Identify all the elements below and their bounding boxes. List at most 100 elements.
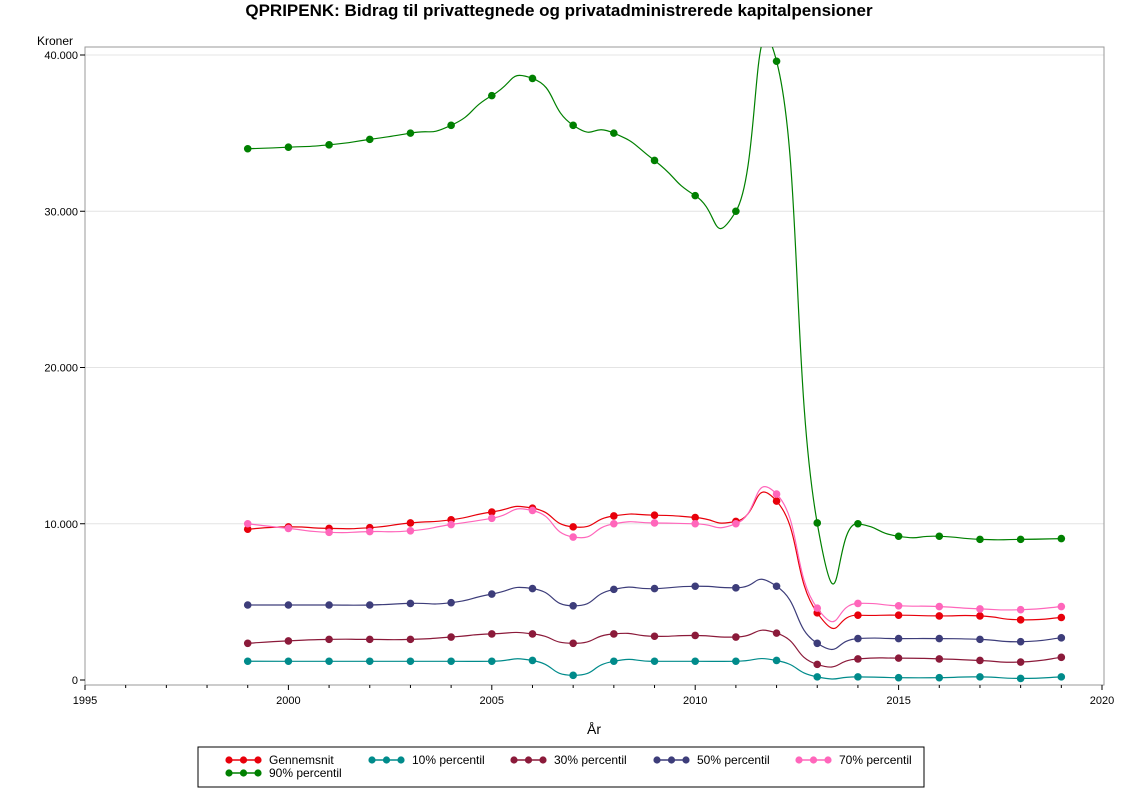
data-point <box>854 611 862 619</box>
legend-label: 50% percentil <box>697 753 770 767</box>
data-point <box>772 497 781 505</box>
data-point <box>569 671 577 680</box>
data-point <box>325 141 333 149</box>
data-point <box>650 657 659 666</box>
data-point <box>284 657 293 666</box>
chart-title: QPRIPENK: Bidrag til privattegnede og pr… <box>245 1 873 20</box>
legend-swatch-marker <box>667 756 676 764</box>
data-point <box>813 660 822 669</box>
data-point <box>406 129 415 137</box>
legend-label: 10% percentil <box>412 753 485 767</box>
data-point <box>243 639 252 648</box>
data-point <box>610 585 618 594</box>
plot-frame <box>84 46 1105 686</box>
data-point <box>894 611 903 619</box>
data-point <box>935 612 944 620</box>
data-point <box>1057 673 1066 681</box>
data-point <box>243 144 252 153</box>
data-point <box>772 629 781 637</box>
data-point <box>488 514 496 523</box>
data-point <box>894 654 903 662</box>
data-point <box>284 601 293 609</box>
y-tick-label: 0 <box>72 675 78 687</box>
data-point <box>935 634 944 643</box>
data-point <box>447 633 455 641</box>
x-tick-label: 1995 <box>73 695 97 707</box>
data-point <box>650 584 659 593</box>
gridlines <box>85 54 1104 525</box>
data-point <box>1016 658 1025 666</box>
legend-swatch-marker <box>254 769 262 777</box>
data-point <box>894 601 903 610</box>
legend-item: 10% percentil <box>368 753 485 767</box>
data-point <box>1057 534 1066 543</box>
data-point <box>691 582 699 591</box>
data-point <box>406 526 415 535</box>
legend-swatch-marker <box>239 756 248 764</box>
data-point <box>935 655 944 663</box>
legend-item: 90% percentil <box>225 766 342 780</box>
data-point <box>325 657 333 666</box>
legend-swatch-marker <box>368 756 376 764</box>
legend-swatch-marker <box>795 756 803 764</box>
data-point <box>772 490 781 498</box>
legend-item: Gennemsnit <box>225 753 334 767</box>
data-point <box>691 513 699 522</box>
data-point <box>447 520 455 529</box>
data-point <box>406 657 415 666</box>
data-point <box>1057 602 1066 611</box>
data-point <box>406 635 415 644</box>
legend-label: 30% percentil <box>554 753 627 767</box>
data-point <box>569 639 577 648</box>
legend-swatch-marker <box>524 756 533 764</box>
y-tick-label: 20.000 <box>44 363 78 375</box>
series-line <box>247 486 1062 623</box>
y-unit-label: Kroner <box>37 34 73 48</box>
data-point <box>284 143 293 151</box>
data-point <box>854 673 862 681</box>
data-point <box>976 612 984 620</box>
x-axis: 1995 2000 2005 2010 2015 2020 <box>73 685 1114 707</box>
data-point <box>1057 613 1066 622</box>
legend-swatch-marker <box>682 756 690 764</box>
data-point <box>569 533 577 541</box>
data-point <box>976 605 984 613</box>
legend-swatch-marker <box>824 756 832 764</box>
data-point <box>854 655 862 663</box>
y-tick-label: 10.000 <box>44 519 78 531</box>
data-point <box>365 657 374 666</box>
legend-swatch-marker <box>225 769 233 777</box>
data-point <box>813 604 822 612</box>
series-30-percentil <box>243 629 1066 669</box>
legend-frame <box>197 746 925 788</box>
data-point <box>528 656 537 665</box>
data-point <box>610 657 618 666</box>
legend-swatch-marker <box>510 756 518 764</box>
legend-label: 90% percentil <box>269 766 342 780</box>
legend-item: 30% percentil <box>510 753 627 767</box>
series-70-percentil <box>243 486 1066 623</box>
data-point <box>650 519 659 527</box>
data-point <box>325 528 333 537</box>
data-point <box>813 519 822 527</box>
data-point <box>732 657 740 666</box>
data-point <box>243 657 252 666</box>
data-point <box>488 590 496 598</box>
x-tick-label: 2020 <box>1090 695 1114 707</box>
y-axis: 0 10.000 20.000 30.000 40.000 <box>44 50 85 687</box>
data-point <box>325 635 333 644</box>
data-point <box>569 523 577 531</box>
legend-item: 50% percentil <box>653 753 770 767</box>
data-point <box>1016 637 1025 646</box>
data-point <box>325 601 333 609</box>
data-point <box>365 601 374 609</box>
data-point <box>610 129 618 137</box>
data-point <box>406 599 415 608</box>
data-point <box>732 519 740 528</box>
series-line <box>247 491 1062 629</box>
y-tick-label: 30.000 <box>44 206 78 218</box>
data-point <box>650 156 659 165</box>
data-point <box>488 508 496 516</box>
data-point <box>1057 634 1066 642</box>
data-point <box>528 74 537 83</box>
